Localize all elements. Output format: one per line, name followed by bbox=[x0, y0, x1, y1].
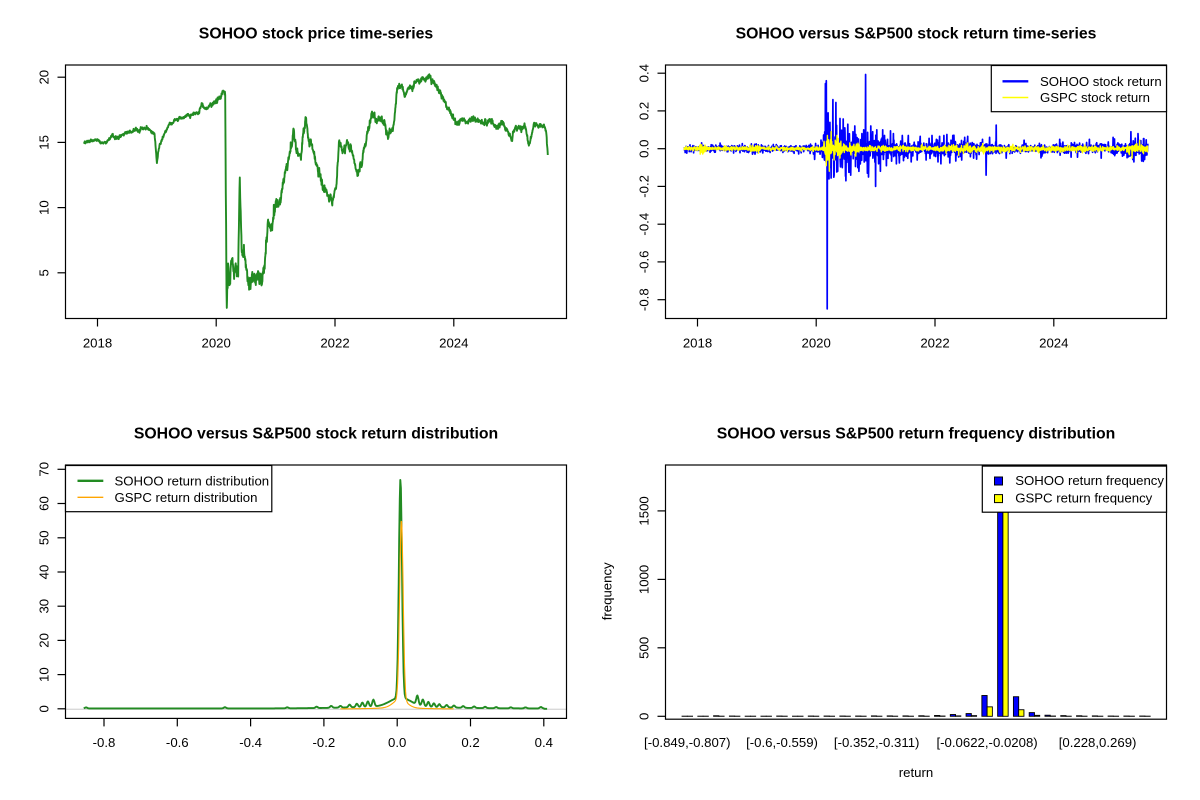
svg-text:30: 30 bbox=[37, 599, 52, 614]
svg-text:70: 70 bbox=[37, 462, 52, 477]
svg-text:500: 500 bbox=[637, 637, 652, 659]
svg-text:2024: 2024 bbox=[439, 336, 468, 351]
svg-text:SOHOO versus S&P500 stock retu: SOHOO versus S&P500 stock return distrib… bbox=[134, 426, 498, 443]
svg-text:-0.6: -0.6 bbox=[166, 735, 189, 750]
svg-text:frequency: frequency bbox=[600, 562, 615, 620]
svg-text:2018: 2018 bbox=[683, 336, 712, 351]
svg-text:2018: 2018 bbox=[83, 336, 112, 351]
svg-text:2022: 2022 bbox=[320, 336, 349, 351]
svg-text:15: 15 bbox=[37, 135, 52, 150]
svg-text:[-0.0622,-0.0208): [-0.0622,-0.0208) bbox=[937, 735, 1038, 750]
svg-text:SOHOO return distribution: SOHOO return distribution bbox=[115, 474, 270, 489]
svg-text:[-0.6,-0.559): [-0.6,-0.559) bbox=[746, 735, 818, 750]
svg-text:-0.4: -0.4 bbox=[637, 213, 652, 236]
svg-text:SOHOO versus S&P500 return fre: SOHOO versus S&P500 return frequency dis… bbox=[717, 426, 1116, 443]
svg-text:[-0.849,-0.807): [-0.849,-0.807) bbox=[644, 735, 731, 750]
svg-text:0: 0 bbox=[37, 705, 52, 712]
svg-text:SOHOO stock return: SOHOO stock return bbox=[1040, 74, 1162, 89]
svg-text:SOHOO versus S&P500 stock retu: SOHOO versus S&P500 stock return time-se… bbox=[736, 26, 1097, 43]
svg-text:-0.6: -0.6 bbox=[637, 251, 652, 274]
svg-text:0.0: 0.0 bbox=[637, 140, 652, 158]
svg-text:2024: 2024 bbox=[1039, 336, 1068, 351]
svg-text:2022: 2022 bbox=[920, 336, 949, 351]
svg-text:0.0: 0.0 bbox=[388, 735, 406, 750]
svg-text:0.2: 0.2 bbox=[637, 102, 652, 120]
svg-text:2020: 2020 bbox=[802, 336, 831, 351]
svg-text:1000: 1000 bbox=[637, 565, 652, 594]
svg-text:20: 20 bbox=[37, 633, 52, 648]
svg-text:0.4: 0.4 bbox=[637, 64, 652, 82]
svg-text:10: 10 bbox=[37, 200, 52, 215]
svg-text:-0.2: -0.2 bbox=[637, 175, 652, 198]
svg-text:1500: 1500 bbox=[637, 496, 652, 525]
svg-text:-0.8: -0.8 bbox=[93, 735, 116, 750]
svg-text:GSPC stock return: GSPC stock return bbox=[1040, 90, 1150, 105]
svg-text:50: 50 bbox=[37, 530, 52, 545]
svg-text:SOHOO stock price time-series: SOHOO stock price time-series bbox=[199, 26, 434, 43]
svg-text:-0.4: -0.4 bbox=[239, 735, 262, 750]
svg-text:0.4: 0.4 bbox=[535, 735, 553, 750]
svg-text:[-0.352,-0.311): [-0.352,-0.311) bbox=[834, 735, 920, 750]
svg-text:10: 10 bbox=[37, 667, 52, 682]
svg-text:2020: 2020 bbox=[202, 336, 231, 351]
svg-text:return: return bbox=[899, 765, 933, 780]
svg-text:0: 0 bbox=[637, 713, 652, 720]
svg-text:5: 5 bbox=[37, 269, 52, 276]
svg-text:-0.2: -0.2 bbox=[313, 735, 336, 750]
svg-text:GSPC return distribution: GSPC return distribution bbox=[115, 490, 258, 505]
svg-text:20: 20 bbox=[37, 70, 52, 85]
svg-text:SOHOO return frequency: SOHOO return frequency bbox=[1015, 473, 1164, 488]
svg-text:[0.228,0.269): [0.228,0.269) bbox=[1059, 735, 1137, 750]
svg-text:-0.8: -0.8 bbox=[637, 288, 652, 311]
svg-text:40: 40 bbox=[37, 565, 52, 580]
svg-text:GSPC return frequency: GSPC return frequency bbox=[1015, 491, 1152, 506]
svg-text:60: 60 bbox=[37, 496, 52, 511]
svg-text:0.2: 0.2 bbox=[461, 735, 479, 750]
